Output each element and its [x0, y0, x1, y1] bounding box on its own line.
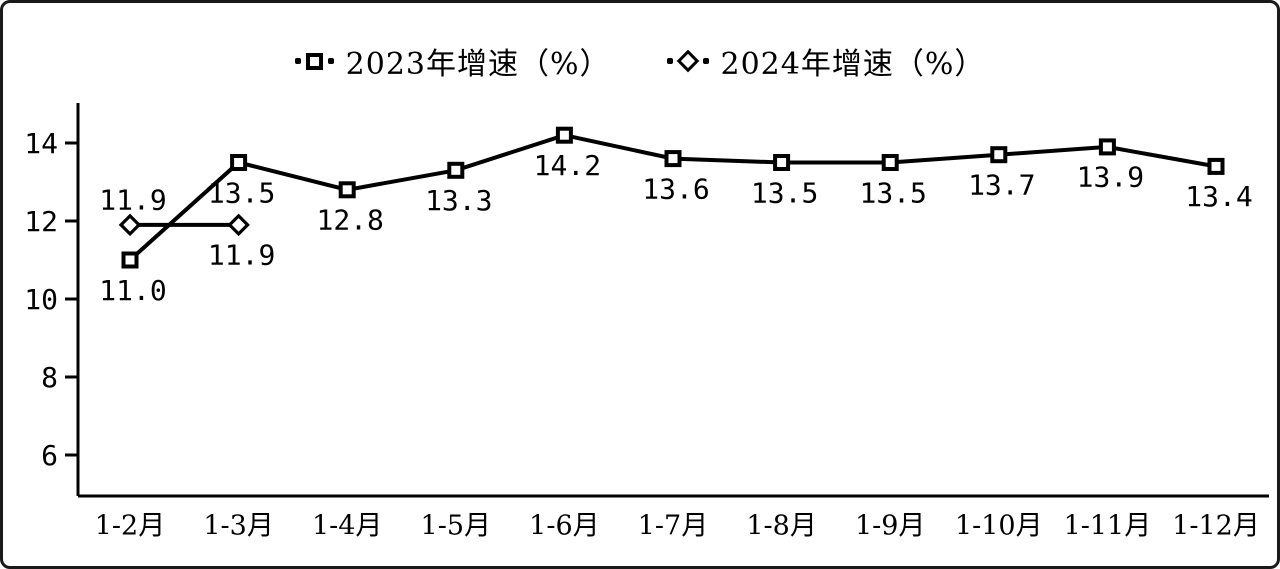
square-marker — [773, 154, 791, 171]
x-tick-label: 1-3月 — [203, 510, 273, 541]
x-tick-label: 1-12月 — [1172, 510, 1260, 541]
square-marker — [664, 150, 682, 168]
x-tick-label: 1-5月 — [421, 510, 491, 541]
data-label: 11.0 — [99, 274, 166, 307]
legend-item-2023: 2023年增速（%） — [294, 39, 611, 83]
square-marker — [447, 161, 465, 179]
legend-label-2024: 2024年增速（%） — [720, 47, 986, 82]
data-label: 13.7 — [968, 169, 1035, 202]
data-label: 13.5 — [859, 176, 926, 209]
diamond-marker — [227, 213, 250, 237]
y-tick-label: 10 — [24, 283, 58, 316]
line-chart-svg: 14 12 10 8 6 1-2月 1-3月 1-4月 1-5月 1-6月 1-7月 1-8月 1-9月… — [24, 103, 1269, 541]
data-label: 11.9 — [208, 239, 275, 272]
square-marker — [881, 154, 899, 171]
data-label: 13.4 — [1185, 180, 1252, 213]
square-marker — [338, 181, 356, 199]
data-label: 13.5 — [208, 176, 275, 209]
y-tick-label: 12 — [24, 205, 58, 238]
data-label: 13.5 — [751, 176, 818, 209]
x-tick-label: 1-9月 — [855, 510, 925, 541]
diamond-marker — [118, 213, 142, 237]
data-label: 13.9 — [1077, 161, 1144, 194]
square-marker — [121, 251, 139, 269]
y-tick-label: 8 — [41, 361, 58, 394]
square-marker — [555, 126, 573, 144]
x-tick-label: 1-8月 — [746, 510, 816, 541]
data-label: 12.8 — [316, 204, 383, 237]
square-marker — [230, 154, 248, 171]
x-tick-label: 1-6月 — [529, 510, 599, 541]
x-tick-label: 1-7月 — [638, 510, 708, 541]
legend-label-2023: 2023年增速（%） — [345, 47, 611, 82]
data-label: 11.9 — [99, 184, 166, 217]
y-tick-label: 14 — [24, 127, 58, 160]
legend-square-marker-icon — [294, 52, 334, 70]
x-tick-label: 1-2月 — [95, 510, 165, 541]
square-marker — [990, 146, 1008, 164]
legend-diamond-marker-icon — [666, 49, 709, 73]
square-marker — [1207, 157, 1225, 175]
chart-legend: 2023年增速（%） 2024年增速（%） — [3, 43, 1277, 82]
data-label: 13.6 — [642, 172, 709, 205]
x-tick-label: 1-4月 — [312, 510, 382, 541]
legend-item-2024: 2024年增速（%） — [666, 39, 986, 83]
x-tick-label: 1-10月 — [955, 510, 1043, 541]
y-tick-label: 6 — [41, 439, 58, 472]
x-tick-label: 1-11月 — [1064, 510, 1152, 541]
square-marker — [1098, 138, 1116, 156]
data-label: 13.3 — [425, 184, 492, 217]
data-label: 14.2 — [534, 149, 601, 182]
